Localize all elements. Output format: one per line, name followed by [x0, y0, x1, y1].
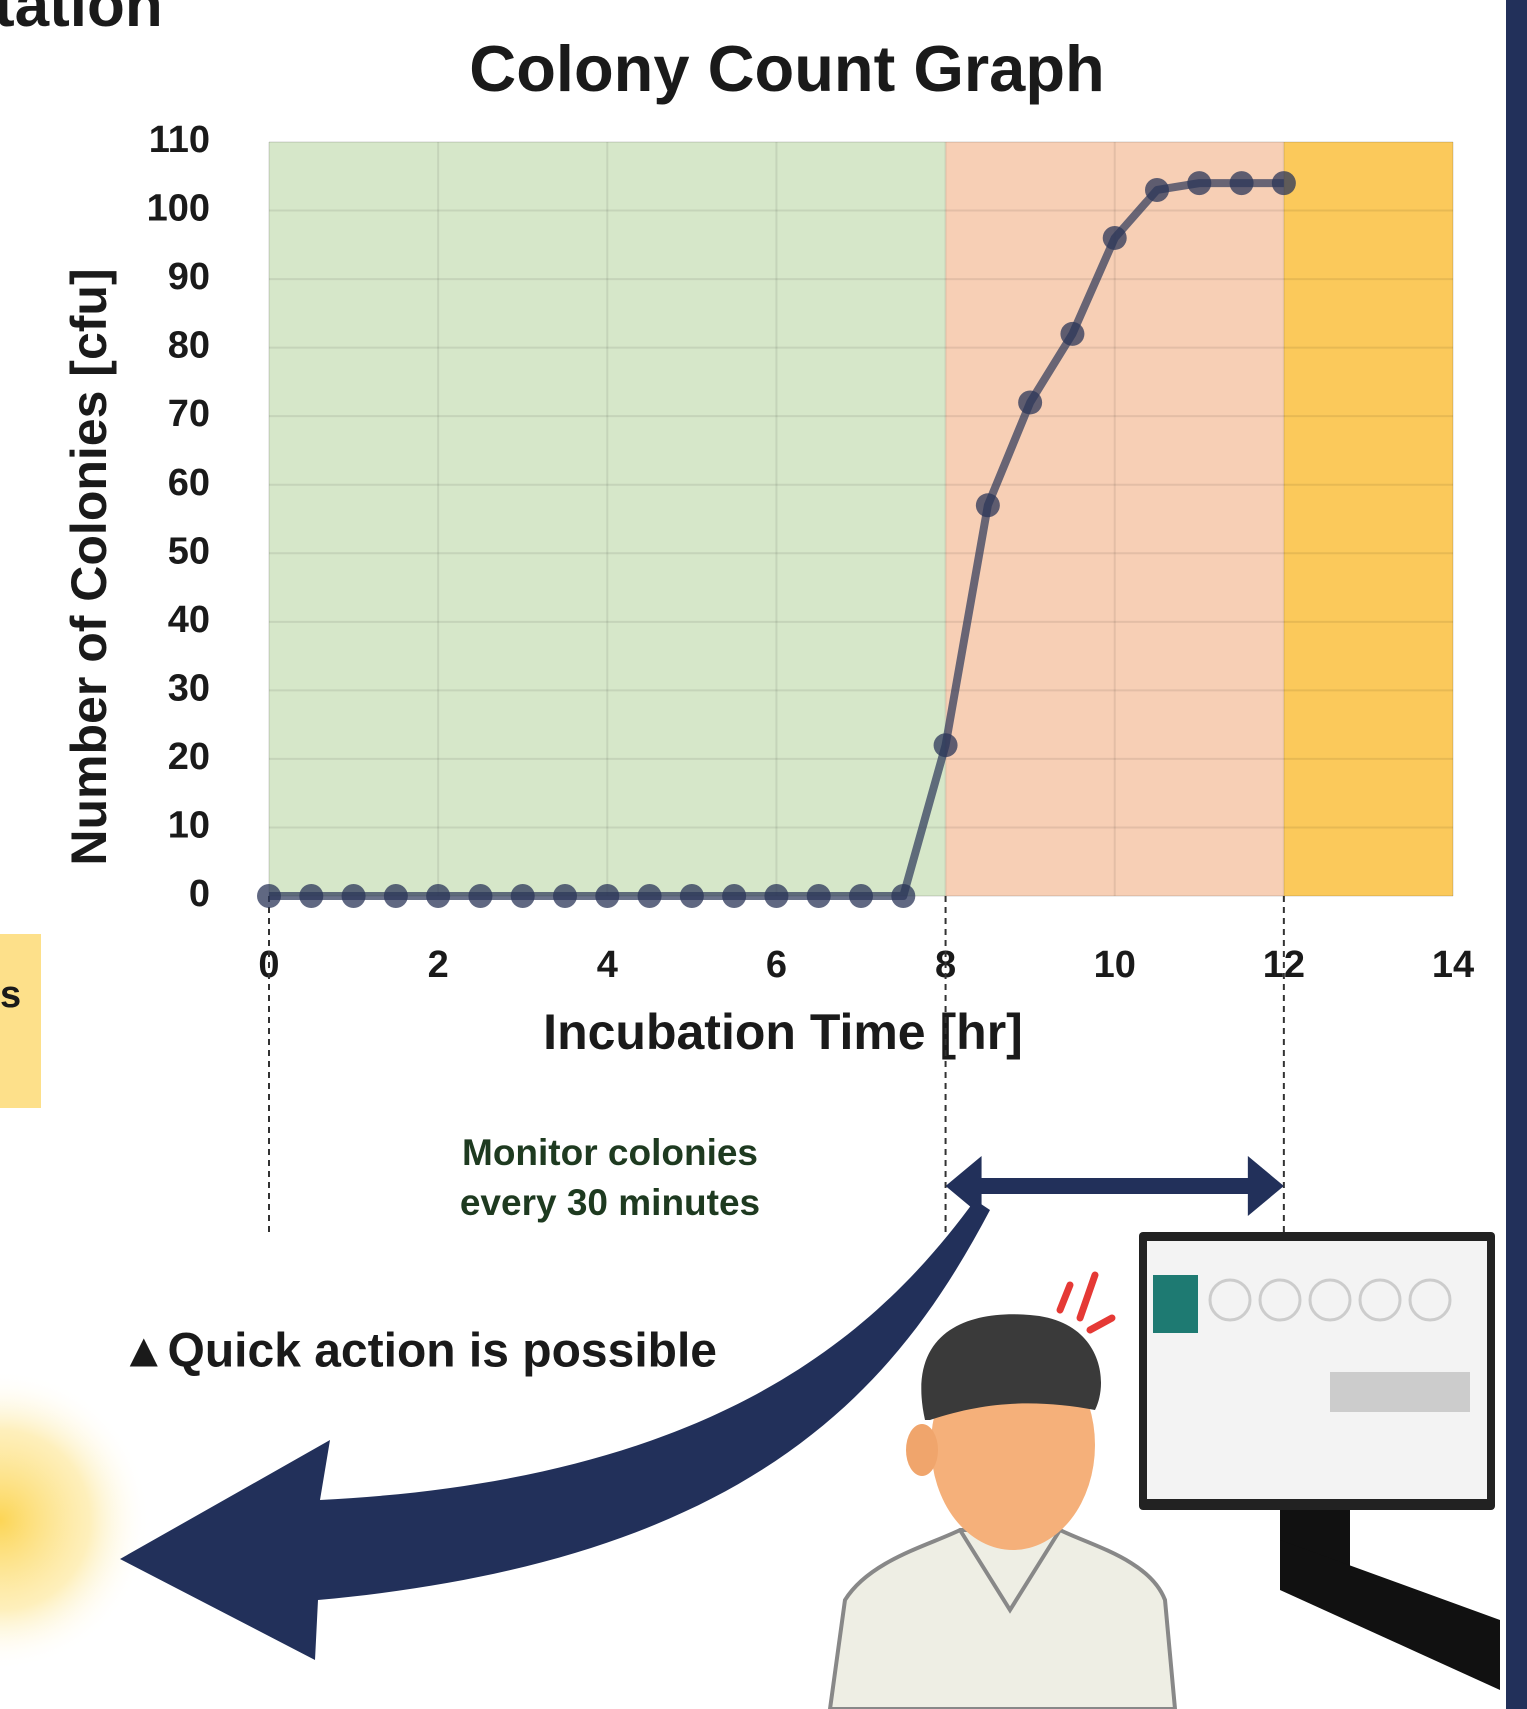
- data-point: [510, 884, 535, 908]
- data-point: [595, 884, 620, 908]
- side-strip: [1506, 0, 1527, 1709]
- glow: [0, 1370, 150, 1670]
- header-sup: ®: [163, 0, 182, 1]
- y-tick-label: 0: [189, 873, 210, 915]
- data-point: [1145, 177, 1169, 202]
- x-tick-label: 2: [428, 944, 449, 986]
- y-tick-label: 40: [168, 599, 210, 641]
- callout: ▲Quick action is possible: [120, 1325, 717, 1378]
- y-tick-label: 30: [168, 667, 210, 709]
- y-tick-label: 10: [168, 804, 210, 846]
- data-point: [806, 884, 831, 908]
- y-tick-label: 70: [168, 393, 210, 435]
- data-point: [1102, 225, 1127, 250]
- y-tick-label: 50: [168, 530, 210, 572]
- y-tick-label: 110: [149, 119, 210, 161]
- x-tick-label: 10: [1094, 944, 1136, 986]
- data-point: [1271, 171, 1296, 196]
- chart-title: Colony Count Graph: [469, 32, 1105, 105]
- y-tick-label: 60: [168, 462, 210, 504]
- monitor: [1139, 1232, 1500, 1690]
- annotation: every 30 minutes: [460, 1182, 760, 1223]
- data-point: [383, 884, 408, 908]
- y-tick-label: 90: [168, 256, 210, 298]
- data-point: [1187, 171, 1212, 196]
- data-point: [679, 884, 704, 908]
- data-point: [849, 884, 873, 908]
- x-tick-label: 4: [597, 944, 618, 986]
- header-fragment: tation®: [0, 0, 182, 40]
- data-point: [1018, 390, 1043, 415]
- region: [1283, 142, 1453, 896]
- x-tick-label: 14: [1432, 944, 1474, 986]
- data-point: [1060, 321, 1085, 346]
- data-point: [975, 493, 1000, 518]
- data-point: [299, 884, 324, 908]
- data-point: [341, 884, 366, 908]
- region: [945, 142, 1284, 896]
- header-text: tation: [0, 0, 163, 40]
- y-axis-label: Number of Colonies [cfu]: [61, 268, 117, 865]
- person: [827, 1271, 1178, 1709]
- data-point: [722, 884, 747, 908]
- region: [269, 142, 946, 896]
- data-point: [257, 884, 281, 908]
- y-tick-label: 100: [147, 188, 210, 230]
- data-point: [468, 884, 493, 908]
- data-point: [891, 884, 916, 908]
- x-axis-label: Incubation Time [hr]: [543, 1004, 1023, 1060]
- y-tick-label: 80: [168, 325, 210, 367]
- y-tick-label: 20: [168, 736, 210, 778]
- x-tick-label: 6: [766, 944, 787, 986]
- annotation: Monitor colonies: [462, 1132, 758, 1173]
- data-point: [764, 884, 789, 908]
- span-arrow-head: [1247, 1156, 1284, 1216]
- data-point: [426, 884, 451, 908]
- data-point: [1229, 171, 1254, 196]
- span-arrow-head: [945, 1156, 982, 1216]
- data-point: [933, 733, 958, 758]
- action-arrow: [120, 1200, 990, 1660]
- side-box: [0, 934, 41, 1108]
- side-note: s: [0, 974, 21, 1016]
- data-point: [637, 884, 662, 908]
- data-point: [553, 884, 577, 908]
